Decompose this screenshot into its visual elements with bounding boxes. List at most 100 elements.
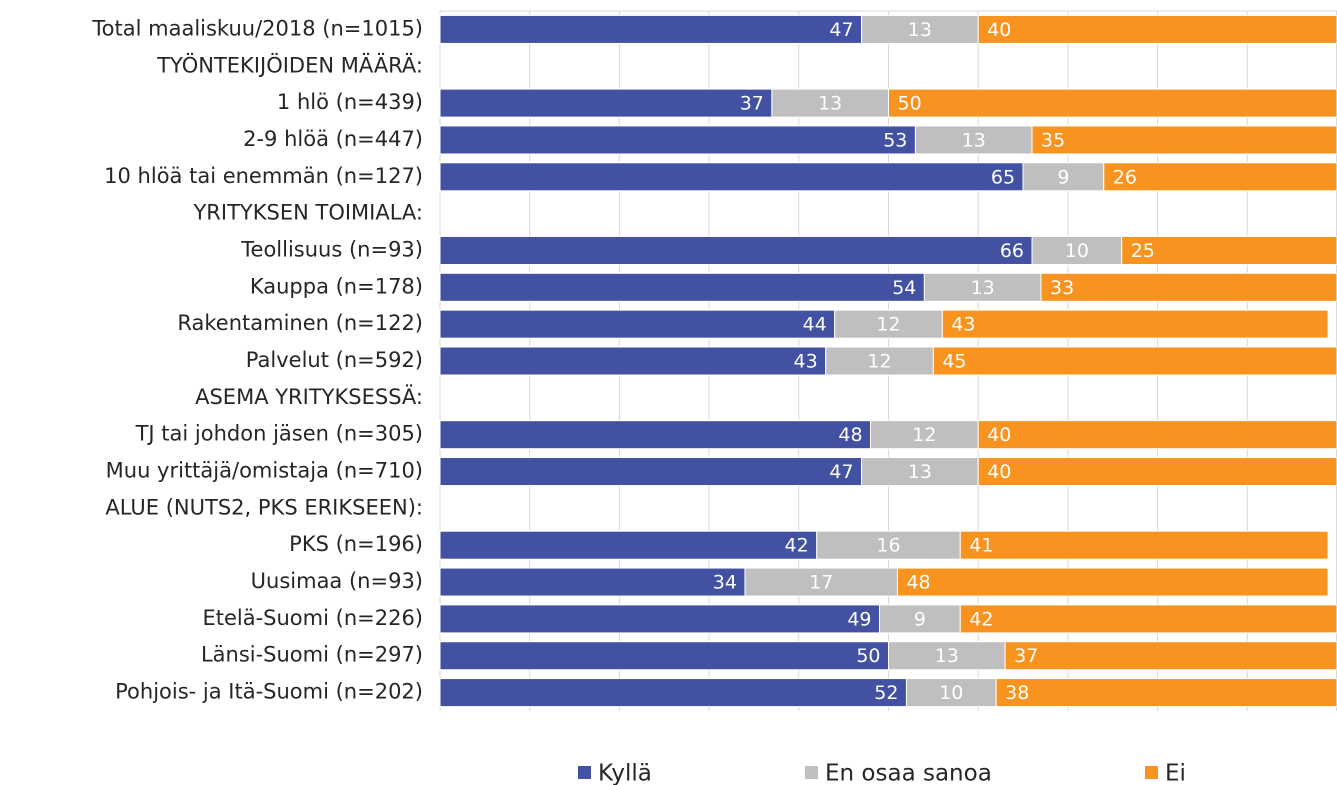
value-label: 13	[971, 277, 995, 299]
value-label: 33	[1050, 277, 1074, 299]
value-label: 12	[876, 314, 900, 336]
value-label: 37	[740, 93, 764, 115]
legend-label: Kyllä	[598, 761, 652, 785]
value-label: 40	[987, 19, 1011, 41]
bar-segment	[439, 678, 907, 708]
value-label: 10	[939, 682, 963, 704]
value-label: 26	[1113, 166, 1137, 188]
bar-segment	[1121, 235, 1337, 265]
value-label: 25	[1131, 240, 1155, 262]
category-label: 10 hlöä tai enemmän (n=127)	[104, 164, 423, 188]
value-label: 12	[912, 424, 936, 446]
bar-segment	[896, 567, 1329, 597]
category-label: Rakentaminen (n=122)	[177, 311, 423, 335]
bar-segment	[923, 272, 1042, 302]
bar-segment	[1022, 162, 1105, 192]
value-label: 41	[969, 535, 993, 557]
bar-segment	[439, 272, 925, 302]
value-label: 47	[829, 461, 853, 483]
bar-segment	[905, 678, 997, 708]
category-label: Teollisuus (n=93)	[240, 237, 423, 261]
bar-segment	[861, 457, 979, 487]
bar-segment	[439, 125, 916, 155]
bar-segment	[879, 604, 961, 634]
category-label: TYÖNTEKIJÖIDEN MÄÄRÄ:	[156, 52, 423, 77]
category-label: Länsi-Suomi (n=297)	[201, 643, 423, 667]
bar-segment	[870, 420, 979, 450]
category-label: PKS (n=196)	[289, 532, 423, 556]
value-label: 37	[1014, 645, 1038, 667]
value-label: 40	[987, 461, 1011, 483]
value-label: 9	[1057, 166, 1069, 188]
value-label: 42	[969, 608, 993, 630]
category-label: Etelä-Suomi (n=226)	[202, 606, 423, 630]
value-label: 40	[987, 424, 1011, 446]
bar-segment	[1040, 272, 1337, 302]
value-label: 50	[898, 93, 922, 115]
bar-segment	[1004, 641, 1337, 671]
bar-segment	[932, 346, 1337, 376]
value-label: 44	[802, 314, 826, 336]
bar-segment	[825, 346, 934, 376]
value-label: 34	[713, 572, 737, 594]
bar-segment	[439, 88, 773, 118]
value-label: 48	[906, 572, 930, 594]
bar-segment	[995, 678, 1337, 708]
bar-segment	[977, 14, 1337, 44]
value-label: 53	[883, 129, 907, 151]
legend-swatch	[578, 766, 591, 779]
bar-segment	[439, 567, 746, 597]
legend-label: En osaa sanoa	[825, 761, 992, 785]
bar-segment	[861, 14, 979, 44]
value-label: 52	[874, 682, 898, 704]
value-label: 66	[1000, 240, 1024, 262]
category-label: 2-9 hlöä (n=447)	[243, 127, 423, 151]
legend-swatch	[1145, 766, 1158, 779]
category-label: Uusimaa (n=93)	[251, 569, 423, 593]
bar-segment	[439, 162, 1024, 192]
bar-segment	[941, 309, 1329, 339]
value-label: 10	[1065, 240, 1089, 262]
bar-segment	[439, 604, 881, 634]
value-label: 35	[1041, 129, 1065, 151]
category-label: Muu yrittäjä/omistaja (n=710)	[106, 459, 423, 483]
value-label: 38	[1005, 682, 1029, 704]
value-label: 13	[818, 93, 842, 115]
value-label: 42	[785, 535, 809, 557]
value-label: 17	[809, 572, 833, 594]
value-label: 50	[856, 645, 880, 667]
value-label: 47	[829, 19, 853, 41]
value-label: 13	[935, 645, 959, 667]
bar-segment	[1103, 162, 1337, 192]
value-label: 12	[867, 351, 891, 373]
category-label: Pohjois- ja Itä-Suomi (n=202)	[115, 680, 423, 704]
value-label: 16	[876, 535, 900, 557]
legend-swatch	[805, 766, 818, 779]
bar-segment	[439, 309, 836, 339]
value-label: 45	[942, 351, 966, 373]
category-label: YRITYKSEN TOIMIALA:	[192, 201, 423, 225]
value-label: 65	[991, 166, 1015, 188]
value-label: 43	[794, 351, 818, 373]
bar-segment	[959, 604, 1337, 634]
bar-segment	[439, 346, 827, 376]
legend-label: Ei	[1165, 761, 1186, 785]
bar-segment	[439, 457, 863, 487]
value-label: 43	[951, 314, 975, 336]
bar-segment	[1031, 125, 1337, 155]
bar-segment	[439, 14, 863, 44]
category-label: ASEMA YRITYKSESSÄ:	[195, 384, 423, 409]
bar-segment	[439, 530, 818, 560]
category-label: ALUE (NUTS2, PKS ERIKSEEN):	[105, 495, 423, 519]
bar-segment	[439, 235, 1033, 265]
value-label: 49	[847, 608, 871, 630]
bar-segment	[1031, 235, 1123, 265]
value-label: 13	[962, 129, 986, 151]
bar-segment	[439, 420, 872, 450]
bar-segment	[888, 641, 1006, 671]
bar-segment	[744, 567, 898, 597]
bar-segment	[771, 88, 890, 118]
bar-segment	[914, 125, 1033, 155]
value-label: 48	[838, 424, 862, 446]
